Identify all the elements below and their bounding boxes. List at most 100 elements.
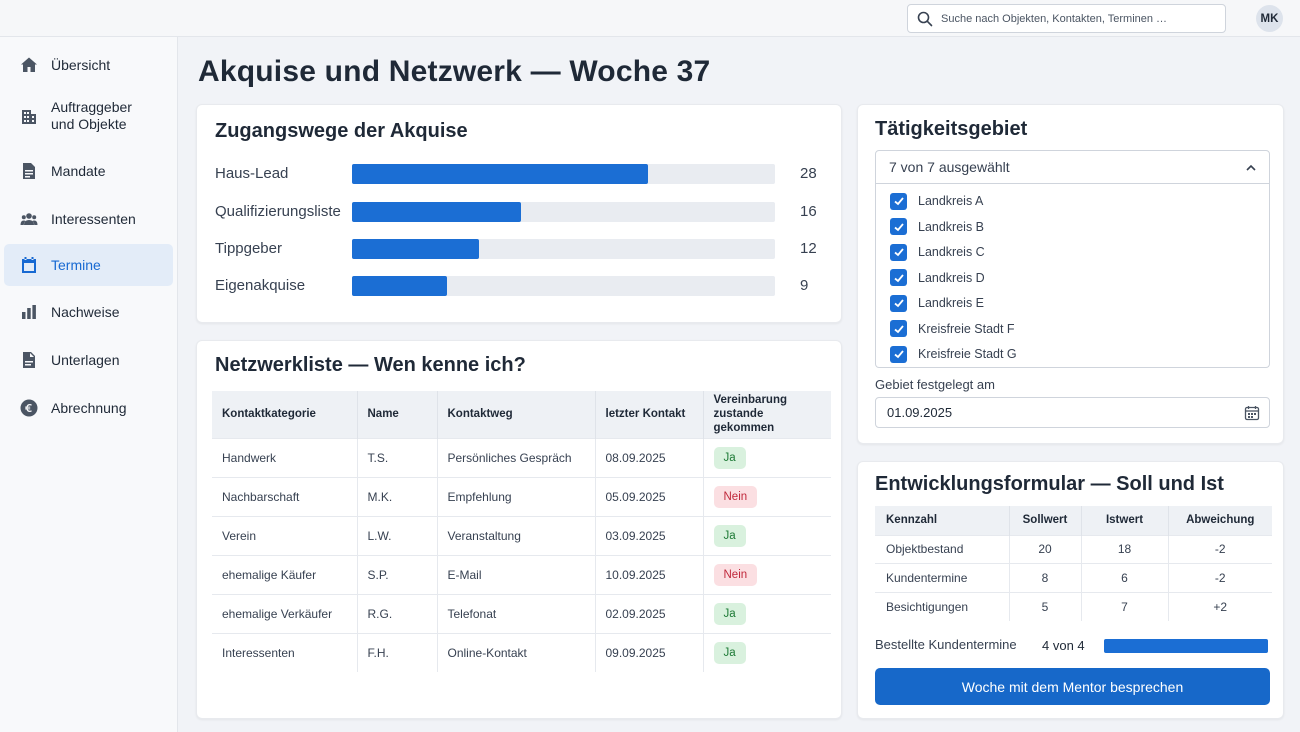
search-box[interactable] (907, 4, 1226, 33)
cell-channel: Veranstaltung (437, 515, 596, 555)
cell-actual: 6 (1081, 563, 1169, 592)
sidebar-item-label: Mandate (51, 162, 106, 179)
status-badge: Nein (713, 563, 758, 586)
table-row[interactable]: Verein L.W. Veranstaltung 03.09.2025 Ja (212, 515, 831, 555)
checkbox-checked-icon[interactable] (890, 320, 907, 337)
discuss-with-mentor-button[interactable]: Woche mit dem Mentor besprechen (875, 668, 1270, 705)
column-header-agreement[interactable]: Vereinbarung zustande gekommen (703, 391, 831, 438)
cell-channel: Empfehlung (437, 476, 596, 516)
region-date-field[interactable]: 01.09.2025 (875, 397, 1270, 428)
checkbox-checked-icon[interactable] (890, 294, 907, 312)
sidebar-item-clients-objects[interactable]: Auftraggeber und Objekte (0, 98, 178, 134)
cell-name: F.H. (357, 632, 438, 672)
sidebar-item-mandates[interactable]: Mandate (0, 160, 178, 182)
region-option[interactable]: Landkreis A (890, 192, 983, 210)
sidebar-item-label: Auftraggeber und Objekte (51, 99, 132, 132)
cell-channel: Telefonat (437, 593, 596, 633)
bar-label: Qualifizierungsliste (215, 203, 341, 220)
checkbox-checked-icon[interactable] (890, 269, 907, 286)
sidebar-item-label: Interessenten (51, 210, 136, 227)
calendar-icon (20, 256, 38, 274)
checkbox-checked-icon[interactable] (890, 218, 907, 235)
region-option-label: Kreisfreie Stadt G (918, 347, 1017, 361)
sidebar-item-evidence[interactable]: Nachweise (0, 301, 178, 323)
development-card: Entwicklungsformular — Soll und Ist Kenn… (857, 461, 1284, 719)
cell-name: L.W. (357, 515, 438, 555)
cell-category: Verein (212, 515, 358, 555)
column-header-actual[interactable]: Istwert (1081, 506, 1169, 535)
cell-last-contact: 03.09.2025 (595, 515, 704, 555)
region-title: Tätigkeitsgebiet (875, 118, 1028, 140)
status-badge: Ja (713, 602, 746, 625)
region-option[interactable]: Kreisfreie Stadt F (890, 320, 1015, 338)
bar-row: Tippgeber 12 (215, 239, 825, 261)
bar-track (352, 164, 775, 184)
user-avatar[interactable]: MK (1256, 5, 1283, 32)
cell-last-contact: 05.09.2025 (595, 476, 704, 516)
cell-agreement: Ja (703, 593, 831, 633)
column-header-category[interactable]: Kontaktkategorie (212, 391, 358, 438)
region-option[interactable]: Kreisfreie Stadt G (890, 345, 1017, 363)
column-header-deviation[interactable]: Abweichung (1168, 506, 1272, 535)
column-header-name[interactable]: Name (357, 391, 438, 438)
acquisition-title: Zugangswege der Akquise (215, 120, 468, 142)
cell-agreement: Ja (703, 515, 831, 555)
euro-icon (20, 399, 38, 417)
cell-target: 20 (1009, 534, 1082, 564)
cell-name: R.G. (357, 593, 438, 633)
checkbox-checked-icon[interactable] (890, 243, 907, 261)
status-badge: Ja (713, 641, 746, 664)
development-table: Kennzahl Sollwert Istwert Abweichung Obj… (875, 506, 1272, 621)
sidebar-item-documents[interactable]: Unterlagen (0, 349, 178, 371)
table-row[interactable]: Handwerk T.S. Persönliches Gespräch 08.09.2… (212, 437, 831, 477)
column-header-target[interactable]: Sollwert (1009, 506, 1082, 535)
cell-category: Nachbarschaft (212, 476, 358, 516)
region-option-label: Landkreis A (918, 194, 984, 208)
checkbox-checked-icon[interactable] (890, 192, 907, 210)
sidebar-item-overview[interactable]: Übersicht (0, 54, 178, 76)
column-header-channel[interactable]: Kontaktweg (437, 391, 596, 438)
progress-bar (1104, 639, 1268, 653)
sidebar-item-label: Abrechnung (51, 399, 127, 416)
sidebar-item-prospects[interactable]: Interessenten (0, 208, 178, 230)
page-title: Akquise und Netzwerk — Woche 37 (198, 55, 711, 88)
checkbox-checked-icon[interactable] (890, 345, 907, 363)
sidebar-item-appointments[interactable]: Termine (4, 244, 173, 286)
cell-deviation: -2 (1168, 563, 1272, 592)
calendar-icon[interactable] (1244, 405, 1260, 421)
region-option[interactable]: Landkreis E (890, 294, 984, 312)
region-option[interactable]: Landkreis C (890, 243, 985, 261)
cell-last-contact: 09.09.2025 (595, 632, 704, 672)
column-header-metric[interactable]: Kennzahl (875, 506, 1010, 535)
region-option[interactable]: Landkreis B (890, 218, 984, 236)
bar-value-label: 12 (800, 240, 817, 257)
bar-value-label: 28 (800, 165, 817, 182)
cell-category: ehemalige Verkäufer (212, 593, 358, 633)
table-row: Besichtigungen 5 7 +2 (875, 591, 1272, 621)
table-row[interactable]: ehemalige Verkäufer R.G. Telefonat 02.09.20… (212, 593, 831, 633)
bar-row: Qualifizierungsliste 16 (215, 202, 825, 224)
status-badge: Ja (713, 446, 746, 469)
cell-metric: Objektbestand (875, 534, 1010, 564)
table-row[interactable]: Interessenten F.H. Online-Kontakt 09.09.202… (212, 632, 831, 672)
progress-label: Bestellte Kundentermine (875, 637, 1017, 652)
table-row[interactable]: Nachbarschaft M.K. Empfehlung 05.09.2025 Nei… (212, 476, 831, 516)
region-select[interactable]: 7 von 7 ausgewählt (875, 150, 1270, 184)
cell-channel: Persönliches Gespräch (437, 437, 596, 477)
cell-last-contact: 10.09.2025 (595, 554, 704, 594)
table-row: Kundentermine 8 6 -2 (875, 563, 1272, 592)
bar-label: Haus-Lead (215, 165, 289, 182)
column-header-last-contact[interactable]: letzter Kontakt (595, 391, 704, 438)
search-input[interactable] (941, 12, 1211, 25)
region-option[interactable]: Landkreis D (890, 269, 985, 287)
status-badge: Nein (713, 485, 758, 508)
bar (352, 202, 521, 222)
top-bar: MK (0, 0, 1300, 37)
sidebar-item-billing[interactable]: Abrechnung (0, 397, 178, 419)
bar-row: Haus-Lead 28 (215, 164, 825, 186)
document-icon (20, 162, 38, 180)
acquisition-card: Zugangswege der Akquise Haus-Lead 28 Quali… (196, 104, 842, 323)
sidebar-item-label: Termine (51, 256, 101, 273)
table-row[interactable]: ehemalige Käufer S.P. E-Mail 10.09.2025 Nein (212, 554, 831, 594)
sidebar: Übersicht Auftraggeber und Objekte Manda… (0, 37, 178, 732)
